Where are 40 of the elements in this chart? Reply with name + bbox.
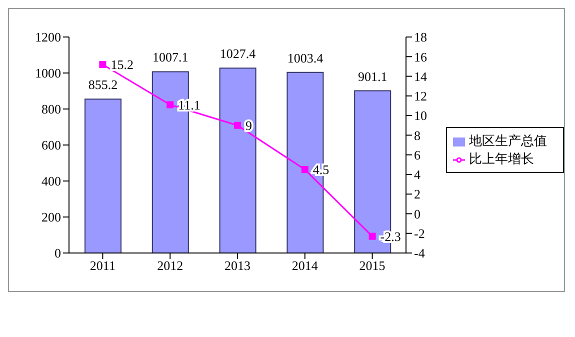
y2-tick-label: 6 bbox=[414, 147, 421, 162]
data-label: 15.2 bbox=[110, 57, 134, 72]
x-tick-label: 2015 bbox=[359, 258, 386, 274]
point bbox=[99, 60, 106, 68]
y2-tick-label: 14 bbox=[414, 68, 428, 84]
point bbox=[368, 232, 376, 240]
point bbox=[234, 122, 241, 129]
y2-tick-label: -4 bbox=[414, 246, 426, 261]
legend-label: 地区生产总值 bbox=[469, 133, 547, 148]
y2-tick-label: 10 bbox=[414, 108, 427, 124]
y-tick-label: 200 bbox=[42, 210, 61, 225]
y-tick-label: 1200 bbox=[35, 30, 61, 45]
y-tick-label: 800 bbox=[42, 102, 61, 117]
legend-label: 比上年增长 bbox=[469, 151, 534, 166]
y2-tick-label: 2 bbox=[414, 186, 420, 202]
x-tick-label: 2011 bbox=[90, 258, 116, 274]
y2-tick-label: 16 bbox=[414, 49, 428, 64]
data-label: 855.2 bbox=[88, 77, 118, 92]
data-label: 9 bbox=[246, 118, 252, 133]
point bbox=[301, 166, 308, 174]
bar bbox=[84, 98, 122, 253]
data-label: 1027.4 bbox=[220, 46, 256, 62]
y2-tick-label: -2 bbox=[414, 226, 425, 241]
y-tick-label: 400 bbox=[42, 174, 61, 189]
point bbox=[166, 101, 174, 108]
data-label: 1003.4 bbox=[287, 50, 324, 66]
x-tick-label: 2013 bbox=[224, 258, 250, 274]
y2-tick-label: 12 bbox=[414, 88, 427, 104]
y-tick-label: 0 bbox=[54, 246, 61, 261]
y2-tick-label: 8 bbox=[414, 128, 420, 143]
y2-tick-label: 4 bbox=[414, 167, 421, 182]
bar bbox=[219, 68, 256, 253]
y-tick-label: 600 bbox=[42, 138, 61, 153]
data-label: 901.1 bbox=[358, 68, 388, 84]
data-label: 1007.1 bbox=[152, 50, 188, 65]
y2-tick-label: 0 bbox=[414, 206, 420, 222]
x-tick-label: 2012 bbox=[157, 258, 184, 274]
y-tick-label: 1000 bbox=[35, 66, 61, 81]
y2-tick-label: 18 bbox=[414, 30, 427, 45]
x-tick-label: 2014 bbox=[292, 258, 318, 274]
